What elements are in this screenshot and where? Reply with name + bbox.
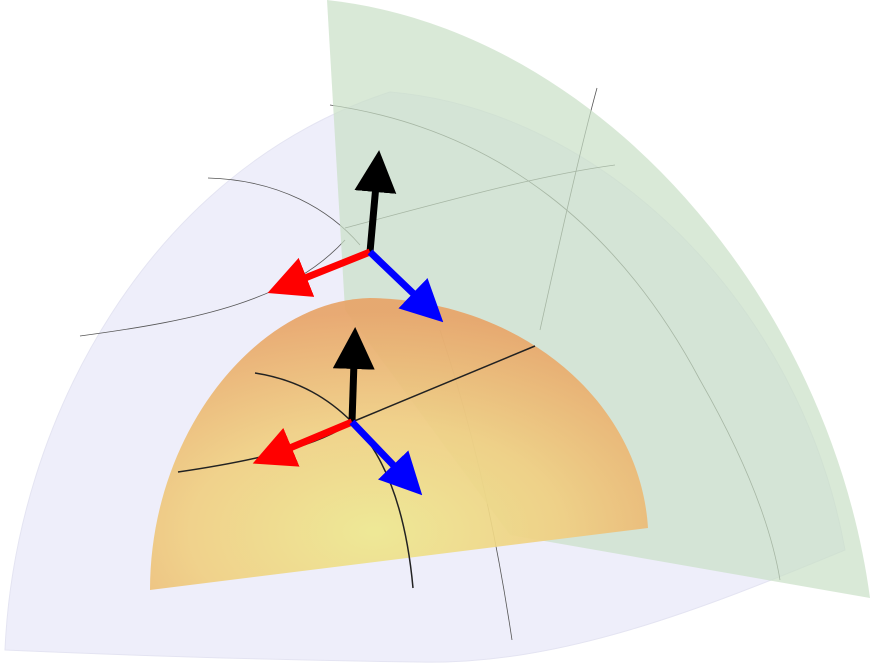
inner-dome	[150, 298, 648, 590]
upper-frame	[267, 150, 444, 323]
lower-frame	[252, 327, 423, 496]
